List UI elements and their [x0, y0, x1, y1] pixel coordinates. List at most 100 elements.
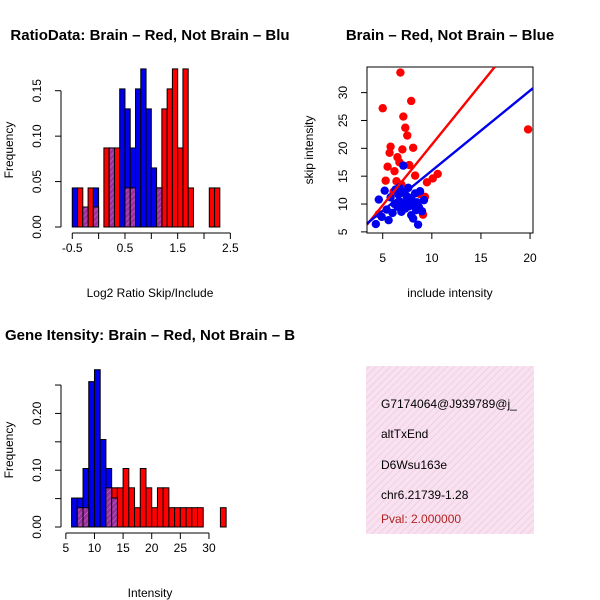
info-event-type: altTxEnd	[381, 427, 428, 441]
red-bar-11	[208, 187, 216, 228]
intensity-histogram-xlabel: Intensity	[128, 586, 173, 600]
red-bar-18	[197, 507, 204, 528]
red-bar-7	[171, 68, 179, 228]
y-tick-label: 0.20	[30, 401, 44, 425]
y-tick-label: 0.00	[30, 515, 44, 539]
x-tick-label: 2.5	[222, 241, 239, 255]
red-point	[378, 104, 387, 113]
red-point	[398, 145, 407, 154]
red-bar-9	[182, 68, 189, 228]
y-tick-label: 20	[336, 141, 350, 155]
red-bar-5	[161, 108, 168, 228]
x-tick-label: 20	[145, 541, 159, 555]
x-tick-label: 30	[202, 541, 216, 555]
ratio-histogram-bars	[71, 68, 221, 228]
x-tick-label: 10	[88, 541, 102, 555]
blue-point	[374, 195, 383, 204]
info-pval: Pval: 2.000000	[381, 512, 461, 526]
red-bar-1	[87, 187, 94, 228]
ratio-histogram-axes: -0.5 0.5 1.5 2.5 0.00 0.05 0.10 0.15	[30, 79, 239, 255]
blue-point	[384, 215, 393, 225]
intensity-histogram-axes: 5 10 15 20 25 30 0.00 0.10 0.20	[30, 384, 216, 555]
red-point	[383, 162, 392, 171]
overlap-bar-4	[129, 187, 137, 228]
blue-fit-line	[366, 87, 534, 225]
x-tick-label: 5	[63, 541, 70, 555]
x-tick-label: 0.5	[117, 241, 134, 255]
red-bar-6	[128, 487, 136, 528]
intensity-histogram-ylabel: Frequency	[2, 422, 16, 479]
red-point	[386, 142, 395, 151]
blue-point	[413, 220, 423, 229]
info-panel-background	[366, 366, 534, 534]
blue-bar-0	[71, 497, 78, 528]
blue-bar-9	[145, 108, 152, 228]
ratio-histogram-xlabel: Log2 Ratio Skip/Include	[87, 286, 214, 300]
red-bar-4	[116, 487, 124, 528]
red-bar-10	[187, 187, 194, 228]
y-tick-label: 0.10	[30, 124, 44, 148]
overlap-bar-1	[82, 507, 90, 528]
red-bar-19	[219, 507, 227, 528]
red-bar-12	[214, 187, 221, 228]
intensity-histogram-panel: Gene Itensity: Brain – Red, Not Brain – …	[2, 327, 295, 600]
red-bar-16	[185, 507, 193, 528]
red-bar-13	[168, 507, 176, 528]
red-bar-2	[103, 147, 110, 228]
blue-point	[371, 219, 381, 229]
y-tick-label: 25	[336, 113, 350, 127]
blue-bar-8	[140, 68, 147, 228]
red-bar-7	[134, 507, 141, 528]
y-tick-label: 10	[336, 197, 350, 211]
red-point	[408, 143, 418, 152]
red-point	[381, 176, 390, 185]
overlap-bar-5	[156, 187, 163, 228]
scatter-ylabel: skip intensity	[302, 116, 316, 185]
x-tick-label: 20	[523, 251, 537, 265]
blue-bar-10	[150, 167, 158, 228]
info-panel: G7174064@J939789@j_ altTxEnd D6Wsu163e c…	[366, 366, 534, 534]
intensity-histogram-bars	[71, 369, 227, 528]
red-point	[396, 68, 405, 77]
scatter-marks	[366, 66, 534, 229]
x-tick-label: 10	[425, 251, 439, 265]
intensity-histogram-title: Gene Itensity: Brain – Red, Not Brain – …	[5, 327, 295, 344]
overlap-bar-2	[108, 147, 115, 228]
red-bar-17	[191, 507, 199, 528]
overlap-bar-0	[82, 206, 89, 228]
y-tick-label: 5	[336, 228, 350, 235]
red-point	[523, 125, 533, 134]
blue-bar-7	[135, 88, 142, 228]
red-bar-9	[145, 487, 153, 528]
info-event-id: G7174064@J939789@j_	[381, 397, 517, 411]
ratio-histogram-title: RatioData: Brain – Red, Not Brain – Blu	[10, 27, 289, 44]
blue-point	[415, 187, 425, 196]
skip-include-scatter-panel: Brain – Red, Not Brain – Blue include in…	[302, 27, 554, 300]
blue-bar-4	[119, 88, 126, 228]
x-tick-label: 15	[474, 251, 488, 265]
scatter-xlabel: include intensity	[407, 286, 492, 300]
info-gene-name: D6Wsu163e	[381, 458, 447, 472]
red-point	[403, 131, 412, 140]
scatter-axes: 5 10 15 20 5 10 15 20 25 30	[336, 86, 537, 265]
blue-point	[404, 183, 413, 193]
red-point	[390, 166, 399, 176]
red-bar-0	[77, 187, 84, 228]
x-tick-label: 5	[379, 251, 386, 265]
blue-bar-4	[93, 369, 101, 528]
red-bar-12	[162, 487, 170, 528]
red-bar-11	[156, 487, 164, 528]
red-point	[433, 169, 442, 179]
red-point	[399, 112, 408, 121]
x-tick-label: 15	[116, 541, 130, 555]
blue-bar-3	[88, 381, 95, 528]
x-tick-label: 25	[174, 541, 188, 555]
y-tick-label: 30	[336, 86, 350, 100]
blue-point	[399, 161, 408, 170]
red-bar-8	[177, 147, 184, 228]
red-bar-3	[113, 147, 121, 228]
blue-point	[408, 214, 418, 223]
blue-point	[380, 186, 389, 195]
overlap-bar-3	[111, 497, 118, 528]
